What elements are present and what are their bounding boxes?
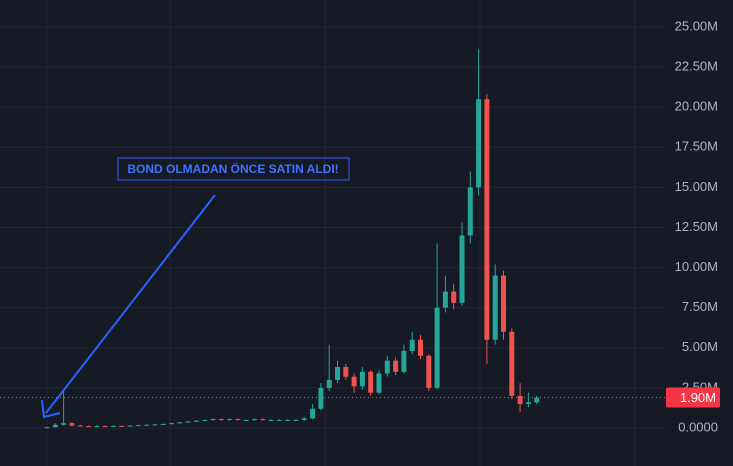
candle-body <box>260 419 266 421</box>
candle-body <box>243 419 249 421</box>
candle-body <box>276 419 282 421</box>
candle-body <box>210 419 216 421</box>
last-price-label: 1.90M <box>680 390 716 405</box>
candle-body <box>110 425 116 427</box>
candle-body <box>94 426 100 428</box>
candle-body <box>301 418 307 420</box>
candle-body <box>442 291 448 308</box>
arrow-head <box>41 399 61 419</box>
candle-body <box>359 371 365 387</box>
candle-body <box>318 387 324 409</box>
candle-body <box>484 99 490 340</box>
candle-body <box>343 367 349 377</box>
candle-body <box>202 419 208 421</box>
y-tick-label: 7.50M <box>682 299 718 314</box>
annotation-box <box>117 157 350 181</box>
candle-body <box>77 425 83 427</box>
candle-body <box>525 402 531 404</box>
candle-body <box>193 420 199 422</box>
candle-body <box>368 371 374 393</box>
candle-body <box>218 419 224 421</box>
y-tick-label: 25.00M <box>675 18 718 33</box>
candle-body <box>459 235 465 303</box>
candle-body <box>310 408 316 419</box>
candle-body <box>326 379 332 388</box>
y-tick-label: 22.50M <box>675 58 718 73</box>
candle-body <box>376 373 382 393</box>
candle-body <box>169 423 174 425</box>
candle-body <box>285 419 291 421</box>
y-tick-label: 10.00M <box>675 259 718 274</box>
candles <box>44 49 540 429</box>
y-tick-label: 5.00M <box>682 339 718 354</box>
y-tick-label: 15.00M <box>675 179 718 194</box>
candle-body <box>335 367 340 380</box>
candle-body <box>492 275 498 340</box>
candle-body <box>268 419 274 421</box>
candle-body <box>177 422 183 424</box>
candle-body <box>476 99 482 188</box>
candle-body <box>451 291 457 303</box>
candle-body <box>102 426 108 428</box>
candle-body <box>152 424 158 426</box>
candle-body <box>61 423 67 425</box>
candle-body <box>434 307 440 388</box>
candle-body <box>160 423 166 425</box>
candle-body <box>534 397 540 403</box>
candle-body <box>393 360 399 372</box>
candle-body <box>44 427 50 429</box>
candle-body <box>135 425 141 427</box>
candle-body <box>52 424 58 428</box>
candle-body <box>426 355 432 388</box>
candle-body <box>86 426 91 428</box>
candle-body <box>409 339 415 351</box>
candle-body <box>144 424 150 426</box>
y-tick-label: 12.50M <box>675 219 718 234</box>
y-tick-label: 0.0000 <box>678 419 718 434</box>
candle-body <box>418 339 423 356</box>
candle-body <box>293 419 299 421</box>
candle-body <box>384 360 390 374</box>
candle-body <box>235 419 241 421</box>
candle-body <box>69 423 75 426</box>
candle-body <box>127 425 133 427</box>
candle-body <box>351 376 357 387</box>
price-axis: 0.00002.50M5.00M7.50M10.00M12.50M15.00M1… <box>0 18 720 434</box>
candle-body <box>227 419 233 421</box>
candle-body <box>467 187 473 236</box>
candle-body <box>252 419 257 421</box>
y-tick-label: 20.00M <box>675 99 718 114</box>
candle-body <box>401 350 407 372</box>
annotation: BOND OLMADAN ÖNCE SATIN ALDI! <box>127 161 338 176</box>
grid <box>0 26 665 429</box>
arrow <box>45 194 216 414</box>
candle-body <box>509 331 515 396</box>
candle-body <box>501 275 506 332</box>
candle-body <box>119 425 125 427</box>
candle-body <box>517 395 523 404</box>
last-price-box <box>666 387 720 408</box>
y-tick-label: 17.50M <box>675 139 718 154</box>
candle-body <box>185 421 191 423</box>
